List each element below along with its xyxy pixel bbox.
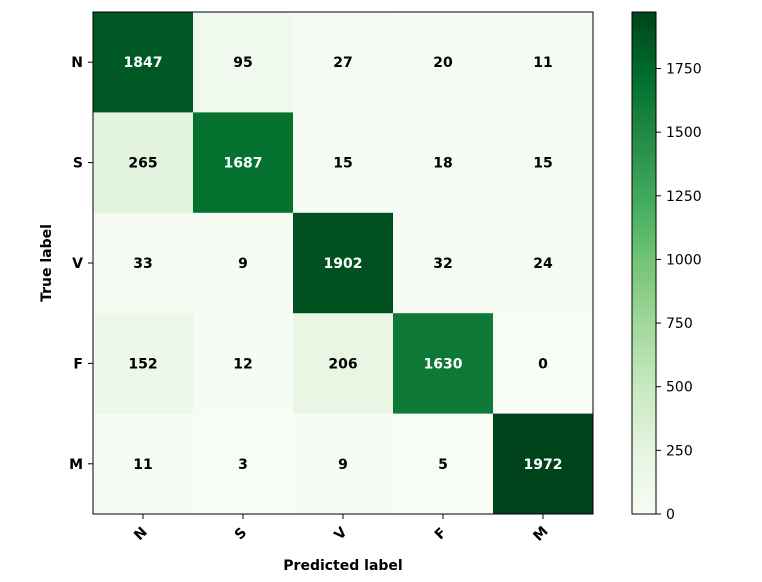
heatmap-cell: [93, 313, 194, 415]
heatmap-cell: [93, 212, 194, 314]
cell-value-label: 3: [238, 457, 248, 473]
cell-value-label: 15: [333, 156, 352, 172]
y-tick-label: N: [71, 55, 83, 71]
colorbar-gradient: [632, 12, 656, 514]
heatmap-cell: [393, 413, 494, 515]
cell-value-label: 95: [233, 55, 252, 71]
x-tick-label: F: [432, 525, 450, 543]
x-tick-label: N: [131, 524, 151, 544]
cell-value-label: 9: [338, 457, 348, 473]
cell-value-label: 1972: [524, 457, 563, 473]
x-tick-label: V: [332, 524, 351, 543]
colorbar-tick-label: 1250: [666, 189, 702, 205]
heatmap-cell: [493, 212, 594, 314]
heatmap-cell: [193, 313, 294, 415]
colorbar-tick-label: 0: [666, 507, 675, 523]
heatmap-cell: [193, 12, 294, 113]
heatmap-cell: [393, 12, 494, 113]
cell-value-label: 1847: [124, 55, 163, 71]
colorbar-tick-label: 1500: [666, 125, 702, 141]
heatmap-cell: [393, 112, 494, 214]
cell-value-label: 12: [233, 356, 252, 372]
cell-value-label: 15: [533, 156, 552, 172]
heatmap-cell: [493, 12, 594, 113]
y-tick-label: F: [73, 356, 83, 372]
cell-value-label: 11: [533, 55, 552, 71]
y-axis-ticks: N S V F M: [69, 55, 93, 473]
cell-value-label: 27: [333, 55, 352, 71]
y-tick-label: V: [72, 256, 83, 272]
heatmap-cell: [93, 112, 194, 214]
colorbar-tick-label: 500: [666, 380, 693, 396]
cell-value-label: 5: [438, 457, 448, 473]
y-tick-label: M: [69, 457, 83, 473]
heatmap-cell: [193, 413, 294, 515]
heatmap-cell: [293, 12, 394, 113]
cell-value-label: 32: [433, 256, 452, 272]
colorbar-ticks: 0 250 500 750 1000 1250 1500 1750: [656, 62, 702, 523]
colorbar: 0 250 500 750 1000 1250 1500 1750: [631, 11, 702, 523]
colorbar-tick-label: 1750: [666, 62, 702, 78]
heatmap-cell: [293, 313, 394, 415]
cell-value-label: 0: [538, 356, 548, 372]
colorbar-tick-label: 750: [666, 316, 693, 332]
heatmap-cell: [293, 413, 394, 515]
cell-value-label: 20: [433, 55, 453, 71]
heatmap-cell: [193, 112, 294, 214]
cell-value-label: 11: [133, 457, 152, 473]
cell-value-label: 265: [128, 156, 157, 172]
heatmap-cell: [93, 12, 194, 113]
cell-value-label: 152: [128, 356, 157, 372]
cell-value-label: 33: [133, 256, 152, 272]
heatmap-cell: [393, 313, 494, 415]
heatmap-cell: [493, 112, 594, 214]
x-axis-title: Predicted label: [283, 558, 402, 574]
colorbar-tick-label: 1000: [666, 252, 702, 268]
heatmap-cell: [393, 212, 494, 314]
heatmap-cell: [493, 313, 594, 415]
x-tick-label: S: [232, 525, 250, 543]
cell-value-label: 1687: [224, 156, 263, 172]
y-tick-label: S: [73, 156, 83, 172]
cell-value-label: 24: [533, 256, 553, 272]
colorbar-frame: [631, 11, 657, 515]
cell-value-label: 1630: [424, 356, 463, 372]
y-axis-title: True label: [39, 224, 55, 302]
heatmap-cell: [193, 212, 294, 314]
cell-value-label: 1902: [324, 256, 363, 272]
colorbar-tick-label: 250: [666, 443, 693, 459]
cell-value-label: 206: [328, 356, 357, 372]
heatmap-cell: [93, 413, 194, 515]
heatmap-cell: [293, 212, 394, 314]
cell-value-label: 18: [433, 156, 452, 172]
heatmap-cell: [493, 413, 594, 515]
cell-value-label: 9: [238, 256, 248, 272]
heatmap-cell: [293, 112, 394, 214]
x-tick-label: M: [530, 523, 551, 544]
